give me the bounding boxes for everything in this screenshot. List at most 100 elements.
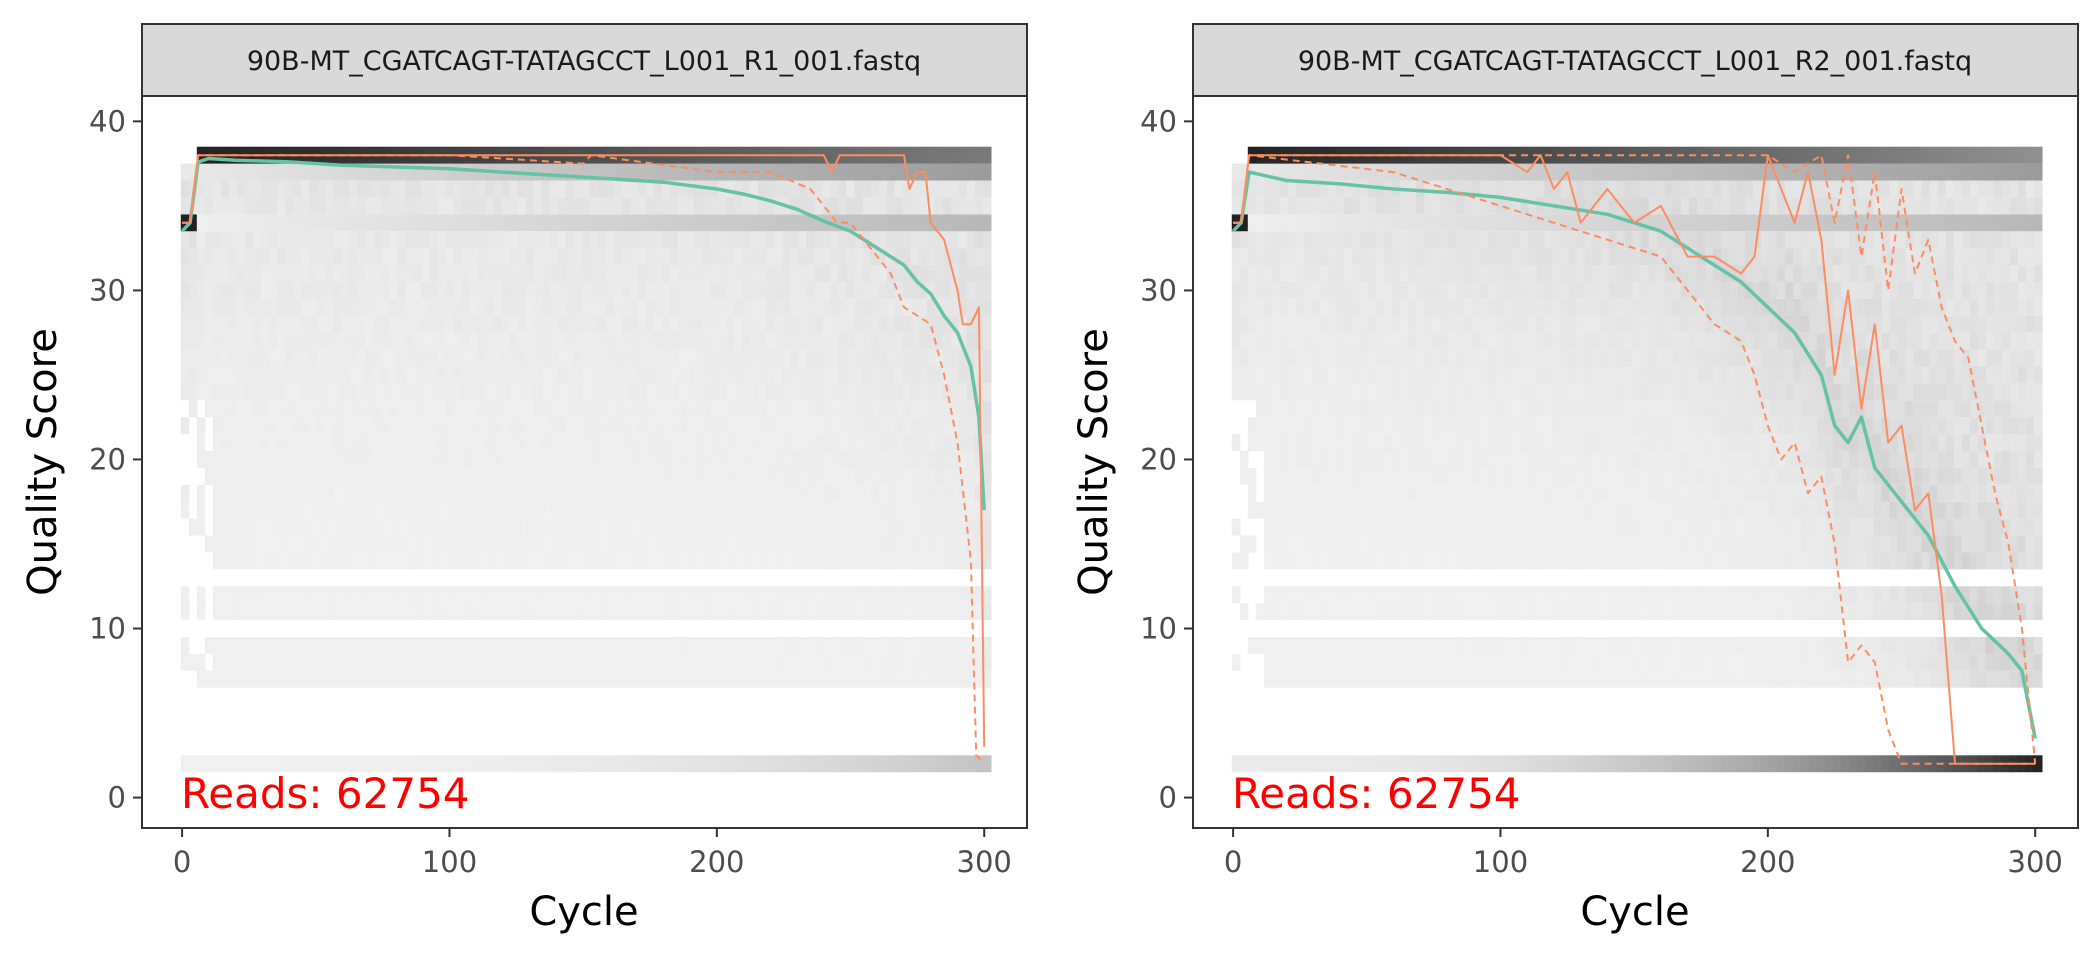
heatmap-tile	[766, 248, 775, 266]
heatmap-tile	[910, 586, 920, 604]
heatmap-tile	[806, 434, 816, 452]
heatmap-tile	[373, 484, 382, 502]
facet-strip: 90B-MT_CGATCAGT-TATAGCCT_L001_R1_001.fas…	[141, 23, 1028, 97]
heatmap-tile	[862, 180, 872, 198]
heatmap-tile	[1544, 501, 1554, 519]
heatmap-tile	[1656, 180, 1666, 198]
heatmap-tile	[501, 653, 511, 671]
heatmap-tile	[605, 586, 615, 604]
heatmap-tile	[381, 518, 390, 536]
heatmap-tile	[269, 366, 278, 384]
heatmap-tile	[252, 484, 262, 502]
heatmap-tile	[244, 603, 254, 621]
heatmap-tile	[1576, 197, 1586, 215]
heatmap-tile	[645, 518, 655, 536]
heatmap-tile	[236, 180, 246, 198]
heatmap-tile	[293, 298, 302, 316]
heatmap-tile	[1656, 603, 1666, 621]
heatmap-tile	[445, 603, 455, 621]
heatmap-tile	[846, 163, 856, 181]
heatmap-tile	[838, 670, 848, 688]
heatmap-tile	[1640, 281, 1650, 299]
heatmap-tile	[846, 349, 856, 367]
heatmap-tile	[870, 451, 880, 468]
heatmap-tile	[301, 400, 310, 418]
heatmap-tile	[686, 636, 695, 654]
heatmap-tile	[1432, 332, 1441, 350]
heatmap-tile	[790, 755, 799, 773]
heatmap-tile	[309, 434, 318, 452]
heatmap-tile	[1263, 281, 1273, 299]
heatmap-tile	[573, 518, 583, 536]
heatmap-tile	[1536, 636, 1546, 654]
heatmap-tile	[1352, 231, 1361, 249]
heatmap-tile	[421, 552, 431, 570]
heatmap-tile	[774, 197, 783, 215]
heatmap-tile	[269, 163, 278, 181]
heatmap-tile	[525, 349, 535, 367]
heatmap-tile	[429, 180, 439, 198]
heatmap-tile	[718, 653, 727, 671]
heatmap-tile	[750, 315, 759, 333]
heatmap-tile	[1368, 434, 1377, 452]
heatmap-tile	[429, 484, 439, 502]
heatmap-tile	[565, 180, 575, 198]
heatmap-tile	[1488, 755, 1498, 773]
heatmap-tile	[437, 231, 447, 249]
heatmap-tile	[373, 755, 382, 773]
heatmap-tile	[236, 231, 246, 249]
heatmap-tile	[477, 552, 487, 570]
heatmap-tile	[1520, 197, 1530, 215]
heatmap-tile	[702, 332, 711, 350]
heatmap-tile	[293, 366, 302, 384]
heatmap-tile	[1552, 653, 1562, 671]
heatmap-tile	[437, 332, 447, 350]
heatmap-tile	[1448, 552, 1457, 570]
heatmap-tile	[870, 298, 880, 316]
heatmap-tile	[1279, 231, 1289, 249]
heatmap-tile	[277, 755, 286, 773]
heatmap-tile	[806, 298, 816, 316]
heatmap-tile	[838, 400, 848, 418]
heatmap-tile	[942, 146, 952, 164]
heatmap-tile	[654, 231, 663, 249]
heatmap-tile	[357, 501, 366, 519]
heatmap-tile	[397, 332, 406, 350]
heatmap-tile	[1271, 603, 1281, 621]
heatmap-tile	[918, 231, 928, 249]
heatmap-tile	[533, 653, 543, 671]
heatmap-tile	[293, 400, 302, 418]
heatmap-tile	[244, 417, 254, 435]
heatmap-tile	[1520, 434, 1530, 452]
heatmap-tile	[389, 535, 398, 553]
heatmap-tile	[341, 653, 350, 671]
heatmap-tile	[894, 552, 904, 570]
heatmap-tile	[260, 501, 270, 519]
heatmap-tile	[285, 400, 294, 418]
heatmap-tile	[1360, 417, 1369, 435]
heatmap-tile	[1392, 349, 1401, 367]
heatmap-tile	[830, 552, 840, 570]
heatmap-tile	[670, 197, 679, 215]
heatmap-tile	[1311, 265, 1321, 282]
heatmap-tile	[1239, 315, 1249, 333]
heatmap-tile	[686, 400, 695, 418]
heatmap-tile	[605, 434, 615, 452]
heatmap-tile	[429, 197, 439, 215]
heatmap-tile	[806, 636, 816, 654]
heatmap-tile	[493, 535, 503, 553]
heatmap-tile	[1632, 501, 1642, 519]
heatmap-tile	[718, 670, 727, 688]
heatmap-tile	[1432, 400, 1441, 418]
heatmap-tile	[1255, 332, 1265, 350]
heatmap-tile	[1713, 349, 1722, 367]
heatmap-tile	[277, 349, 286, 367]
heatmap-tile	[637, 214, 647, 232]
heatmap-tile	[244, 231, 254, 249]
heatmap-tile	[1560, 332, 1570, 350]
heatmap-tile	[1616, 180, 1626, 198]
heatmap-tile	[1352, 197, 1361, 215]
heatmap-tile	[870, 755, 880, 773]
heatmap-tile	[180, 501, 190, 519]
heatmap-tile	[437, 451, 447, 468]
